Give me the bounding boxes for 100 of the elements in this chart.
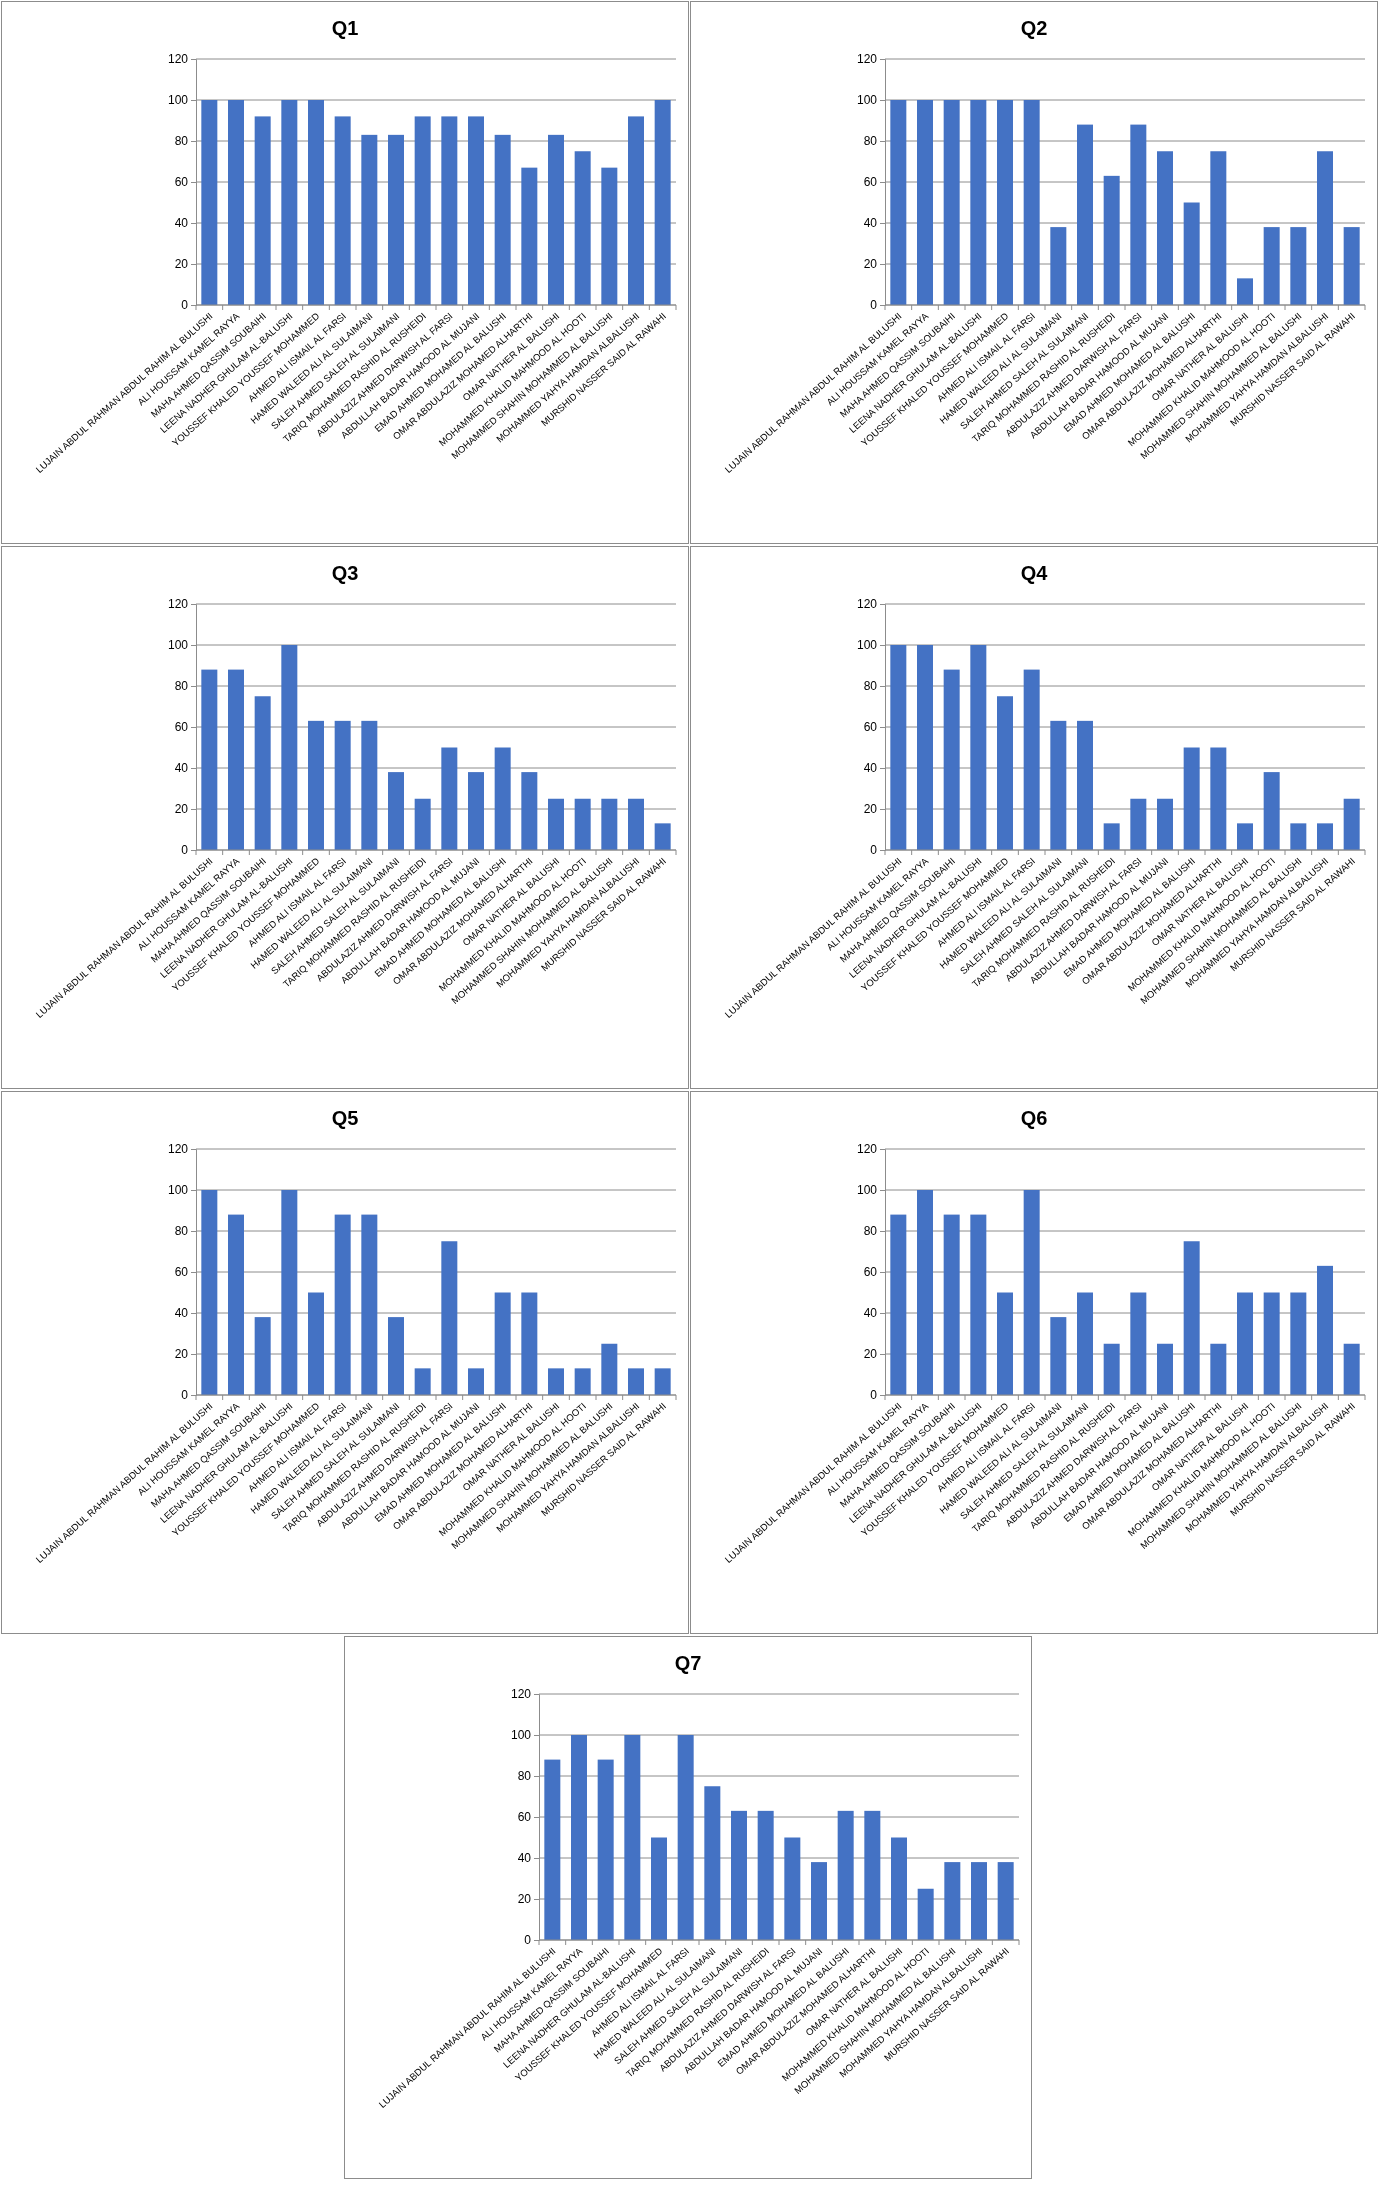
bar xyxy=(494,747,511,850)
bar xyxy=(361,134,378,305)
bar xyxy=(651,1837,667,1940)
bar xyxy=(254,116,271,305)
bar xyxy=(201,1190,218,1395)
bar xyxy=(361,1214,378,1395)
bar xyxy=(574,1368,591,1395)
bar xyxy=(1130,124,1147,305)
bar xyxy=(1103,1343,1120,1395)
bar xyxy=(468,116,484,305)
bar xyxy=(414,798,431,850)
y-tick-label: 80 xyxy=(863,1224,878,1239)
bar xyxy=(521,1292,538,1395)
bar xyxy=(388,134,404,305)
bar xyxy=(1343,227,1360,305)
bar xyxy=(1237,1292,1253,1395)
y-tick-label: 120 xyxy=(167,1142,189,1157)
y-tick-label: 60 xyxy=(517,1810,532,1825)
bar xyxy=(1317,1265,1333,1395)
bar xyxy=(943,1214,960,1395)
bar xyxy=(917,100,933,305)
bar xyxy=(441,747,458,850)
bar xyxy=(1130,1292,1147,1395)
bar xyxy=(334,116,351,305)
bar xyxy=(1263,772,1280,850)
bar xyxy=(890,1214,907,1395)
bar xyxy=(1343,1343,1360,1395)
bar xyxy=(574,798,591,850)
y-tick-label: 40 xyxy=(174,216,189,231)
bar xyxy=(811,1862,827,1940)
chart-title: Q6 xyxy=(1020,1107,1048,1129)
y-tick-label: 40 xyxy=(174,761,189,776)
bar xyxy=(1343,798,1360,850)
bar xyxy=(1103,823,1120,850)
bar xyxy=(1210,747,1227,850)
bar xyxy=(970,645,987,850)
y-tick-label: 40 xyxy=(863,216,878,231)
y-tick-label: 100 xyxy=(510,1728,532,1743)
y-tick-label: 40 xyxy=(174,1306,189,1321)
bar xyxy=(281,1190,298,1395)
y-tick-label: 20 xyxy=(174,802,189,817)
bar xyxy=(228,100,244,305)
bar xyxy=(944,1862,961,1940)
bar xyxy=(997,1292,1013,1395)
y-tick-label: 0 xyxy=(870,298,878,313)
y-tick-label: 20 xyxy=(517,1892,532,1907)
y-tick-label: 80 xyxy=(174,1224,189,1239)
bar xyxy=(864,1810,881,1940)
bar xyxy=(601,1343,618,1395)
y-tick-label: 120 xyxy=(856,597,878,612)
bar xyxy=(1290,227,1307,305)
bar xyxy=(1183,747,1200,850)
bar xyxy=(1023,1190,1040,1395)
y-tick-label: 40 xyxy=(863,761,878,776)
y-tick-label: 60 xyxy=(174,175,189,190)
bar xyxy=(731,1810,747,1940)
bar xyxy=(1077,124,1093,305)
y-tick-label: 20 xyxy=(174,1347,189,1362)
bar xyxy=(1157,1343,1173,1395)
bar xyxy=(281,100,298,305)
bar xyxy=(494,134,511,305)
bar xyxy=(1077,1292,1093,1395)
bar xyxy=(1050,720,1067,850)
bar xyxy=(308,100,324,305)
bar xyxy=(308,720,324,850)
bar xyxy=(628,798,644,850)
y-tick-label: 60 xyxy=(174,720,189,735)
bar xyxy=(1183,202,1200,305)
bar xyxy=(388,772,404,850)
bar xyxy=(654,100,671,305)
y-tick-label: 80 xyxy=(863,134,878,149)
y-tick-label: 20 xyxy=(863,257,878,272)
bar xyxy=(201,100,218,305)
y-tick-label: 100 xyxy=(167,1183,189,1198)
y-tick-label: 80 xyxy=(517,1769,532,1784)
bar xyxy=(784,1837,801,1940)
bar xyxy=(997,696,1013,850)
y-tick-label: 0 xyxy=(181,298,189,313)
bar xyxy=(970,1214,987,1395)
bar xyxy=(1317,151,1333,305)
bar xyxy=(1103,175,1120,305)
y-tick-label: 100 xyxy=(167,93,189,108)
bar xyxy=(1317,823,1333,850)
bar xyxy=(1183,1241,1200,1395)
bar xyxy=(548,798,564,850)
y-tick-label: 100 xyxy=(856,93,878,108)
bar xyxy=(890,100,907,305)
bar xyxy=(308,1292,324,1395)
bar xyxy=(1290,823,1307,850)
bar xyxy=(677,1735,694,1940)
bar xyxy=(494,1292,511,1395)
bar xyxy=(601,167,618,305)
bar xyxy=(468,1368,484,1395)
bar xyxy=(548,134,564,305)
bar xyxy=(997,100,1013,305)
bar xyxy=(361,720,378,850)
bar xyxy=(837,1810,854,1940)
bar xyxy=(1050,227,1067,305)
bar xyxy=(441,1241,458,1395)
bar xyxy=(334,720,351,850)
